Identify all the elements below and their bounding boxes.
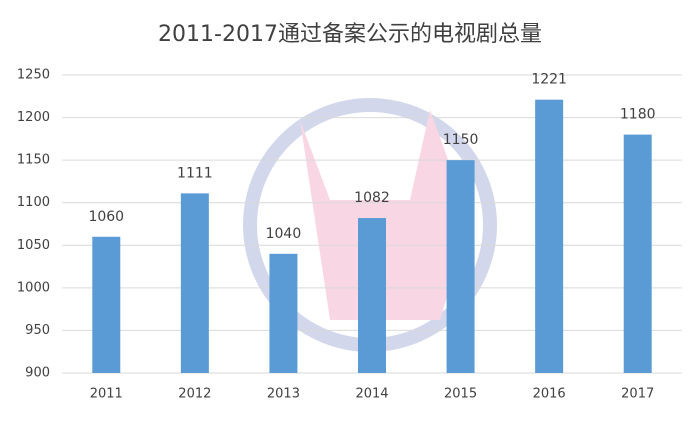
value-label: 1180 (620, 107, 656, 123)
x-tick-label: 2016 (533, 387, 566, 402)
y-tick-label: 900 (25, 366, 50, 381)
bar (92, 236, 121, 373)
value-label: 1111 (177, 165, 213, 181)
x-tick-label: 2013 (267, 387, 300, 402)
y-tick-label: 1150 (17, 153, 50, 168)
x-tick-label: 2017 (621, 387, 654, 402)
value-label: 1040 (266, 226, 302, 242)
y-tick-label: 1100 (17, 195, 50, 210)
bar (180, 193, 209, 373)
y-tick-label: 1250 (17, 68, 50, 83)
chart-title: 2011-2017通过备案公示的电视剧总量 (158, 22, 542, 47)
value-label: 1150 (443, 132, 479, 148)
y-tick-label: 1200 (17, 110, 50, 125)
bar (446, 160, 475, 373)
x-tick-label: 2015 (444, 387, 477, 402)
y-tick-label: 1000 (17, 280, 50, 295)
y-tick-label: 1050 (17, 238, 50, 253)
value-label: 1060 (88, 209, 124, 225)
value-label: 1082 (354, 190, 390, 206)
bar (269, 253, 298, 373)
value-label: 1221 (531, 72, 567, 88)
bar (535, 99, 564, 373)
x-tick-label: 2011 (90, 387, 123, 402)
x-tick-label: 2014 (355, 387, 388, 402)
y-tick-label: 950 (25, 323, 50, 338)
x-tick-label: 2012 (178, 387, 211, 402)
bar (358, 218, 386, 373)
bar (623, 134, 652, 373)
